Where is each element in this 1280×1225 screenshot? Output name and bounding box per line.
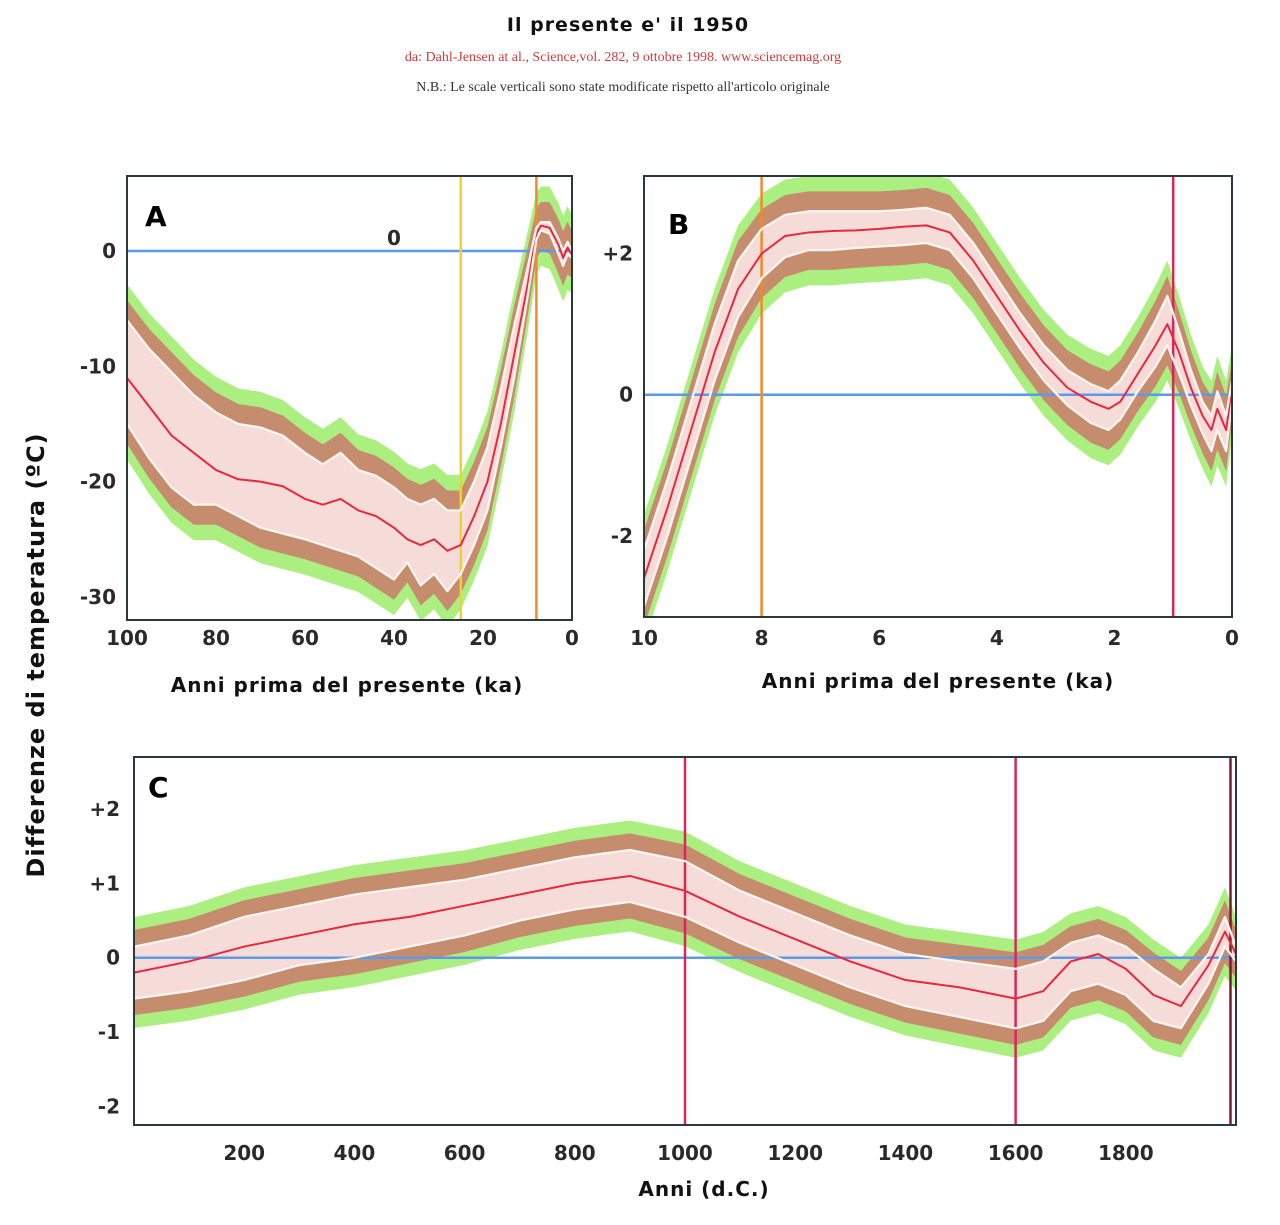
x-tick-label: 1400 <box>878 1141 934 1165</box>
y-tick-label: -30 <box>80 585 116 609</box>
x-tick-label: 10 <box>630 626 658 650</box>
x-axis-label: Anni prima del presente (ka) <box>171 673 523 697</box>
y-tick-label: -2 <box>611 524 633 548</box>
y-tick-label: 0 <box>619 383 633 407</box>
x-tick-label: 1000 <box>657 1141 713 1165</box>
series-mean-line <box>134 874 1236 1008</box>
series-upper-line <box>134 848 1236 989</box>
note-text: N.B.: Le scale verticali sono state modi… <box>416 80 830 95</box>
panel-a: 0 -10 -20 -30 100 80 60 40 20 0 Anni prima del pre… <box>80 175 579 697</box>
panel-c: +2 +1 0 -1 -2 200 400 600 800 1000 1200 1400 1600 180… <box>89 756 1237 1201</box>
panel-label: A <box>145 200 167 233</box>
x-tick-label: 8 <box>755 626 769 650</box>
x-tick-label: 600 <box>444 1141 486 1165</box>
x-tick-label: 4 <box>990 626 1004 650</box>
plot-frame <box>643 175 1233 618</box>
uncertainty-band-inner <box>127 222 572 592</box>
x-tick-label: 6 <box>872 626 886 650</box>
x-tick-label: 20 <box>469 626 497 650</box>
plot-frame <box>133 756 1237 1126</box>
x-tick-label: 400 <box>334 1141 376 1165</box>
source-citation: da: Dahl-Jensen at al., Science,vol. 282… <box>404 50 842 65</box>
y-tick-label: -20 <box>80 470 116 494</box>
plot-content <box>127 176 572 620</box>
x-tick-label: 40 <box>380 626 408 650</box>
x-tick-label: 0 <box>565 626 579 650</box>
uncertainty-band-outer <box>644 176 1232 617</box>
y-tick-label: 0 <box>106 946 120 970</box>
panel-b: +2 0 -2 10 8 6 4 2 0 Anni prima del presente (ka)… <box>602 175 1239 693</box>
series-upper-line <box>644 206 1232 551</box>
panel-label: C <box>148 771 169 804</box>
x-tick-label: 0 <box>1225 626 1239 650</box>
y-tick-label: -10 <box>80 354 116 378</box>
y-tick-label: +2 <box>89 797 120 821</box>
x-axis-label: Anni (d.C.) <box>638 1177 769 1201</box>
x-tick-label: 1600 <box>988 1141 1044 1165</box>
x-axis-label: Anni prima del presente (ka) <box>762 669 1114 693</box>
y-tick-label: +2 <box>602 242 633 266</box>
plot-content <box>644 176 1232 617</box>
x-tick-label: 100 <box>106 626 148 650</box>
x-tick-label: 200 <box>223 1141 265 1165</box>
x-tick-label: 800 <box>554 1141 596 1165</box>
x-tick-label: 60 <box>291 626 319 650</box>
plot-frame <box>126 175 573 621</box>
figure-title: Il presente e' il 1950 <box>506 14 750 36</box>
plot-content <box>134 757 1236 1125</box>
y-tick-label: -1 <box>98 1020 120 1044</box>
y-tick-label: -2 <box>98 1094 120 1118</box>
uncertainty-band-inner <box>134 849 1236 1029</box>
series-upper-line <box>127 221 572 512</box>
annotation-label: 0 <box>387 226 401 250</box>
series-lower-line <box>127 229 572 593</box>
series-lower-line <box>134 900 1236 1030</box>
series-mean-line <box>644 224 1232 579</box>
x-tick-label: 1200 <box>767 1141 823 1165</box>
uncertainty-band-inner <box>644 207 1232 607</box>
y-tick-label: 0 <box>102 239 116 263</box>
y-tick-label: +1 <box>89 871 120 895</box>
x-tick-label: 2 <box>1107 626 1121 650</box>
series-mean-line <box>127 224 572 552</box>
series-lower-line <box>644 241 1232 607</box>
x-tick-label: 1800 <box>1098 1141 1154 1165</box>
x-tick-label: 80 <box>202 626 230 650</box>
panel-label: B <box>668 208 689 241</box>
